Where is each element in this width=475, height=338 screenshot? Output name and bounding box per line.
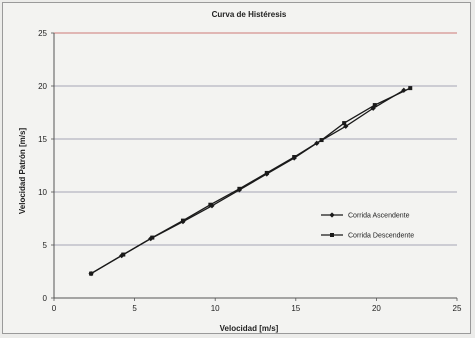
y-tick-label: 5 [43,241,48,250]
x-tick-label: 5 [132,304,137,313]
x-tick-label: 15 [291,304,300,313]
axis-layer: 0 5 10 15 20 25 0 5 10 15 20 25 [38,29,462,313]
grid-layer [54,32,457,246]
data-point-series-2 [208,202,213,207]
data-point-series-2 [237,186,242,191]
x-tick-label: 25 [453,304,462,313]
data-point-series-2 [408,86,413,91]
legend: Corrida Ascendente Corrida Descendente [321,212,414,240]
data-point-series-2 [292,155,297,160]
y-tick-label: 10 [38,188,47,197]
series-layer [88,86,413,277]
chart-title: Curva de Histéresis [212,10,287,19]
legend-marker-2 [330,233,334,237]
data-point-series-2 [372,103,377,108]
y-tick-label: 25 [38,29,47,38]
data-point-series-2 [180,218,185,223]
data-point-series-2 [264,170,269,175]
x-tick-label: 20 [372,304,381,313]
data-point-series-2 [121,252,126,257]
chart-frame: 0 5 10 15 20 25 0 5 10 15 20 25 Curva de Histéresis… [2,2,471,334]
x-tick-label: 0 [52,304,57,313]
y-axis-label: Velocidad Patrón [m/s] [18,128,27,215]
data-point-series-1 [343,123,349,129]
hysteresis-chart: 0 5 10 15 20 25 0 5 10 15 20 25 Curva de Histéresis… [18,10,462,333]
data-point-series-2 [319,138,324,143]
data-point-series-2 [342,121,347,126]
y-tick-label: 15 [38,135,47,144]
x-axis-label: Velocidad [m/s] [220,324,279,333]
y-tick-label: 0 [43,294,48,303]
x-tick-label: 10 [211,304,220,313]
series-line-2 [90,87,411,275]
data-point-series-2 [150,235,155,240]
data-point-series-1 [370,105,376,111]
data-point-series-2 [89,271,94,276]
y-tick-label: 20 [38,82,47,91]
legend-label-2: Corrida Descendente [348,233,414,240]
legend-marker-1 [329,212,335,218]
legend-label-1: Corrida Ascendente [348,213,410,220]
